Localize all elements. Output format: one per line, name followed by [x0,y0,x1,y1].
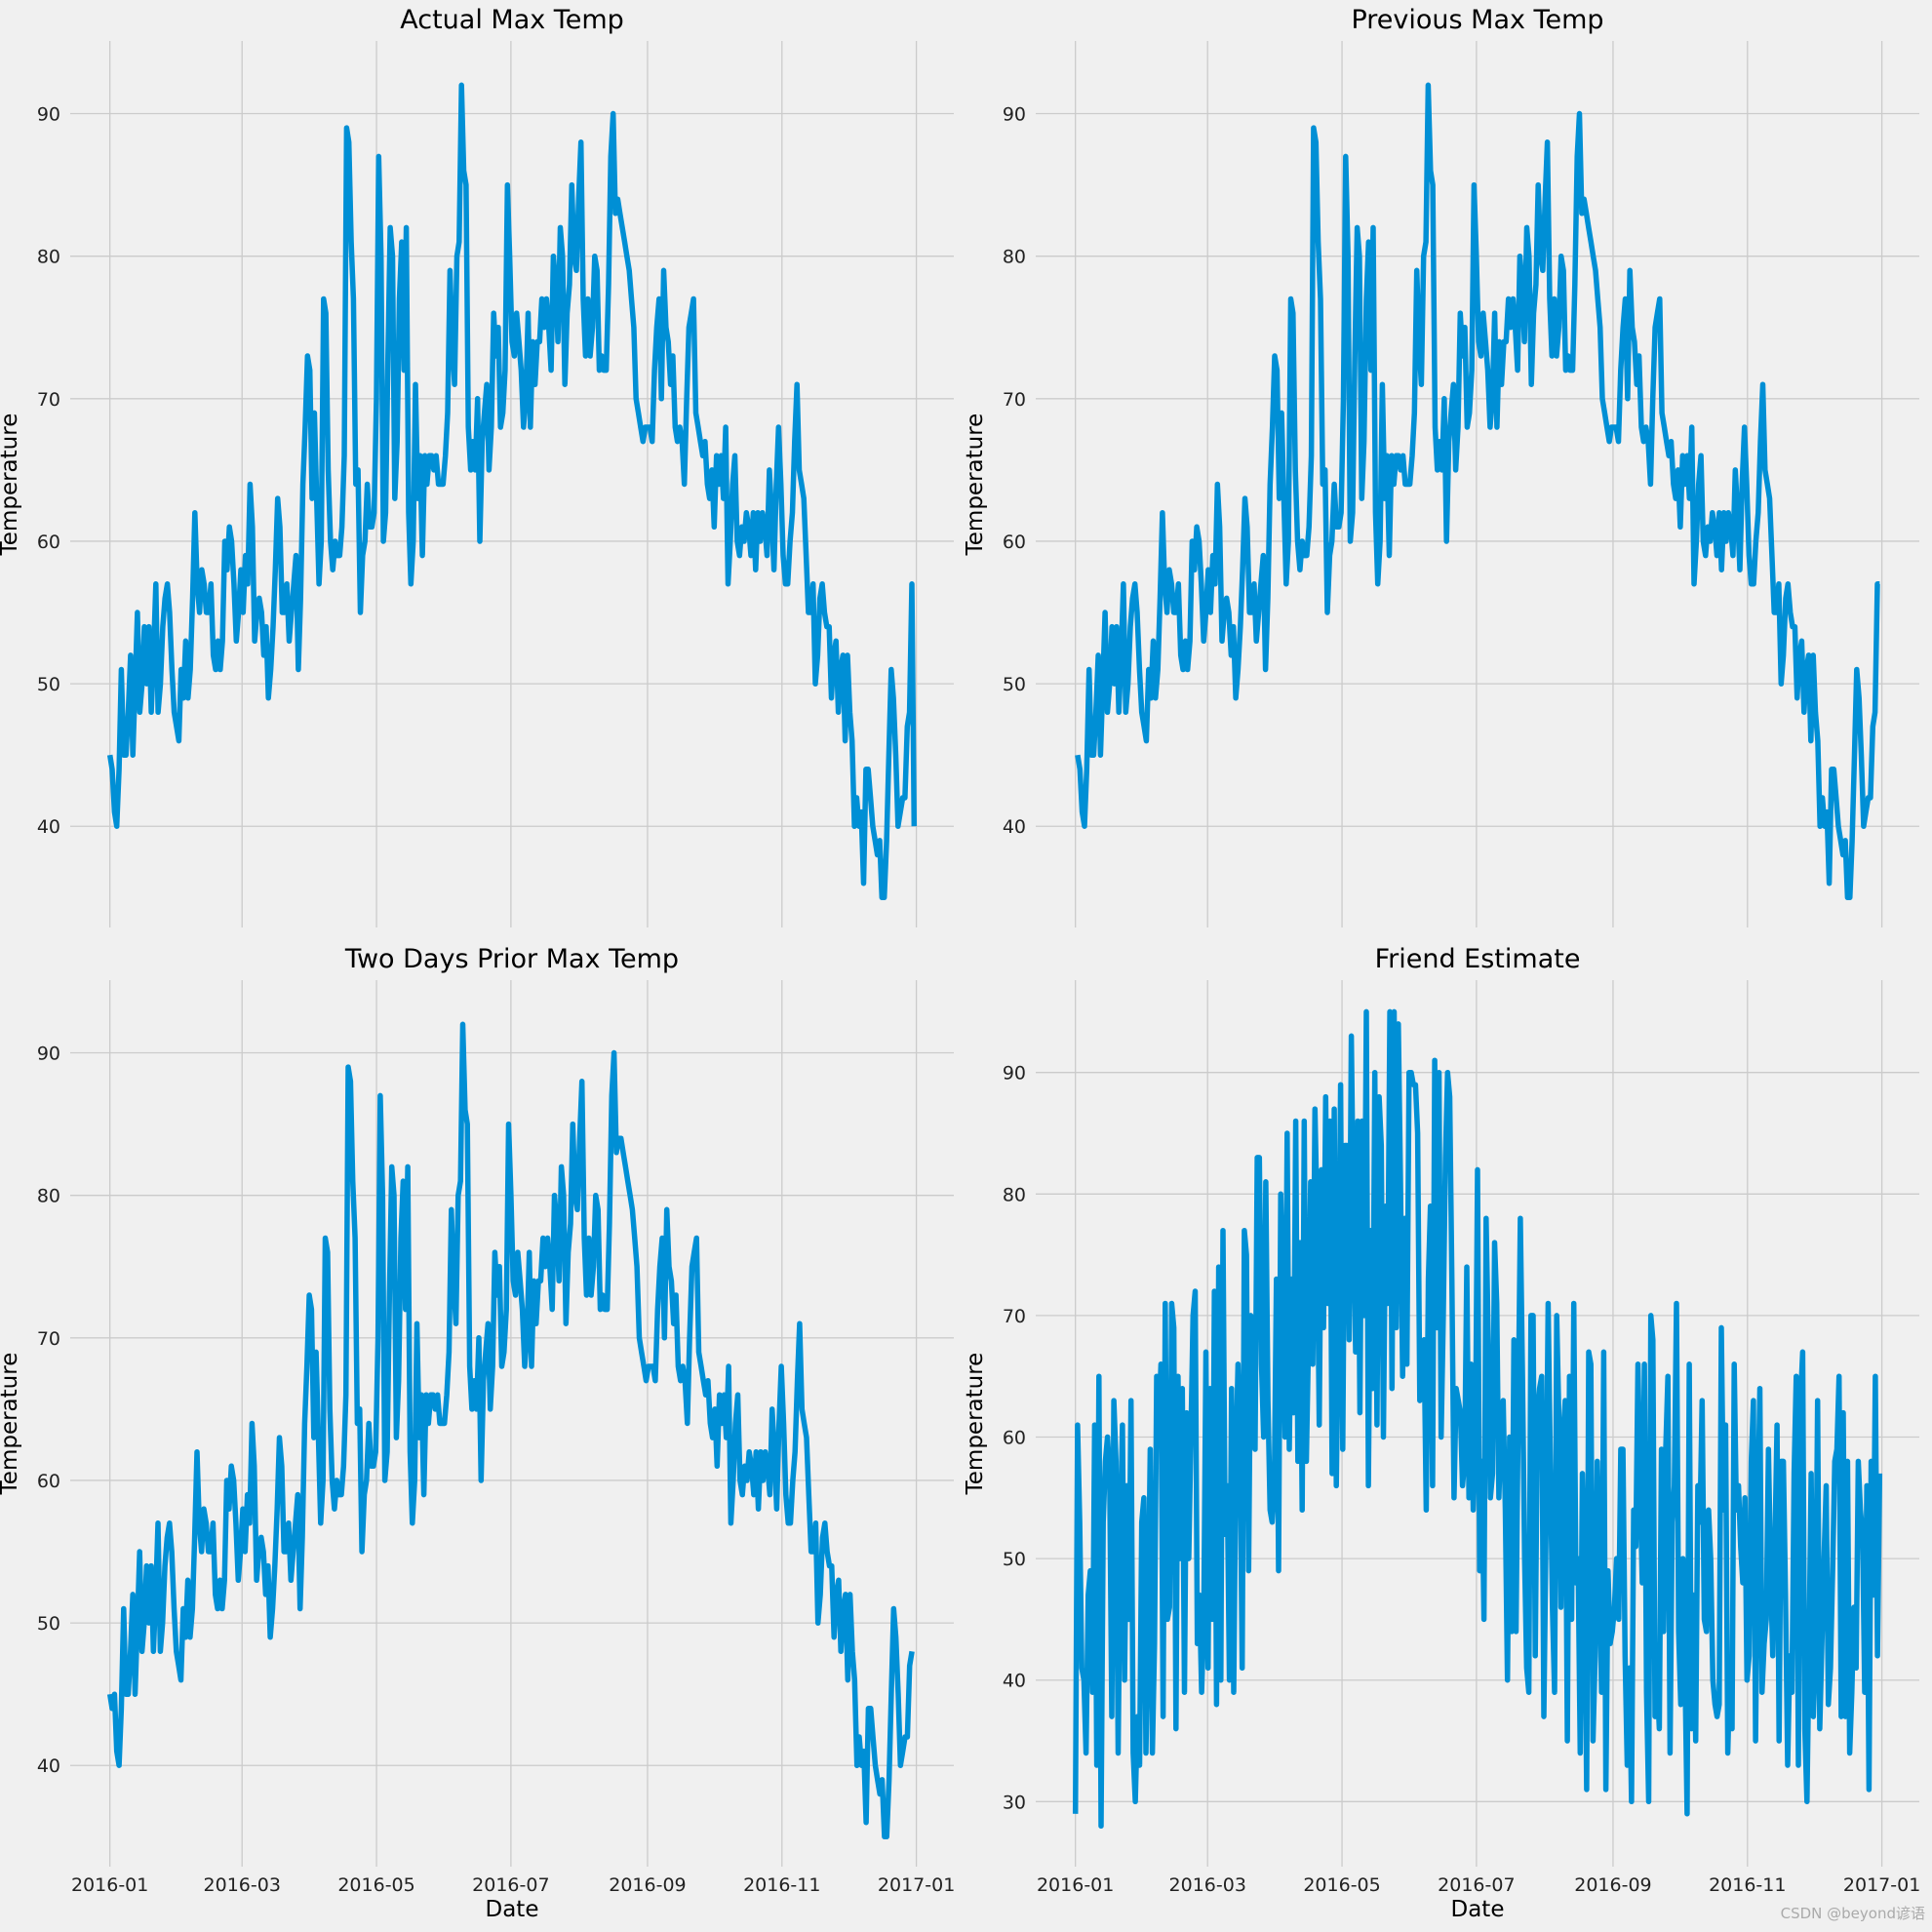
y-tick-label: 70 [1003,1306,1026,1327]
y-tick-label: 50 [1003,674,1026,695]
subplot-friend-estimate: 30 40 50 60 70 80 90 2016-01 2016-03 2016-05 2016-… [963,944,1920,1922]
x-tick-label: 2016-09 [1574,1874,1651,1896]
subplot-previous-max-temp: 40 50 60 70 80 90 Previous Max Temp Temperature [963,5,1919,927]
chart-title: Friend Estimate [1375,944,1581,974]
x-tick-label: 2016-01 [71,1874,148,1896]
chart-title: Actual Max Temp [400,5,624,35]
chart-title: Two Days Prior Max Temp [344,944,679,974]
y-axis-label: Temperature [0,1353,22,1496]
x-tick-label: 2016-03 [204,1874,281,1896]
x-axis-label: Date [1451,1897,1505,1922]
y-axis-label: Temperature [963,414,988,557]
y-tick-label: 90 [1003,1063,1026,1084]
y-tick-label: 50 [1003,1549,1026,1570]
y-tick-label: 40 [1003,816,1026,838]
y-tick-label: 30 [1003,1792,1026,1813]
y-tick-label: 90 [1003,104,1026,126]
watermark-text: CSDN @beyond谚语 [1781,1905,1925,1922]
y-tick-label: 80 [1003,247,1026,268]
subplot-two-days-prior-max-temp: 40 50 60 70 80 90 2016-01 2016-03 2016-05 2016-07… [0,944,955,1922]
series-line [1072,1008,1883,1830]
y-tick-label: 80 [37,247,60,268]
y-tick-label: 40 [37,816,60,838]
x-tick-label: 2016-11 [1709,1874,1786,1896]
y-tick-label: 60 [1003,532,1026,553]
y-axis-label: Temperature [0,414,22,557]
x-tick-label: 2016-11 [743,1874,820,1896]
y-tick-label: 40 [1003,1671,1026,1692]
y-axis-label: Temperature [963,1353,988,1496]
y-tick-label: 60 [37,532,60,553]
series-line [106,1021,915,1840]
subplot-actual-max-temp: 40 50 60 70 80 90 Actual Max Temp Temperature [0,5,954,927]
y-tick-label: 70 [1003,389,1026,411]
series-line [106,82,918,901]
y-tick-label: 80 [37,1186,60,1207]
x-axis-label: Date [486,1897,539,1922]
series-line [1075,82,1880,901]
y-tick-label: 40 [37,1755,60,1777]
y-tick-label: 60 [37,1471,60,1492]
y-tick-label: 50 [37,1613,60,1635]
x-tick-label: 2016-05 [1303,1874,1380,1896]
x-tick-label: 2016-01 [1037,1874,1114,1896]
y-tick-label: 90 [37,1044,60,1065]
x-tick-label: 2016-07 [472,1874,549,1896]
y-tick-label: 50 [37,674,60,695]
x-tick-label: 2016-09 [609,1874,686,1896]
y-tick-label: 60 [1003,1428,1026,1449]
y-tick-label: 90 [37,104,60,126]
x-tick-label: 2016-05 [337,1874,414,1896]
x-tick-label: 2016-07 [1438,1874,1515,1896]
x-tick-label: 2016-03 [1169,1874,1246,1896]
chart-title: Previous Max Temp [1351,5,1603,35]
y-tick-label: 70 [37,389,60,411]
y-tick-label: 70 [37,1328,60,1350]
y-tick-label: 80 [1003,1184,1026,1205]
x-tick-label: 2017-01 [1843,1874,1920,1896]
x-tick-label: 2017-01 [878,1874,955,1896]
